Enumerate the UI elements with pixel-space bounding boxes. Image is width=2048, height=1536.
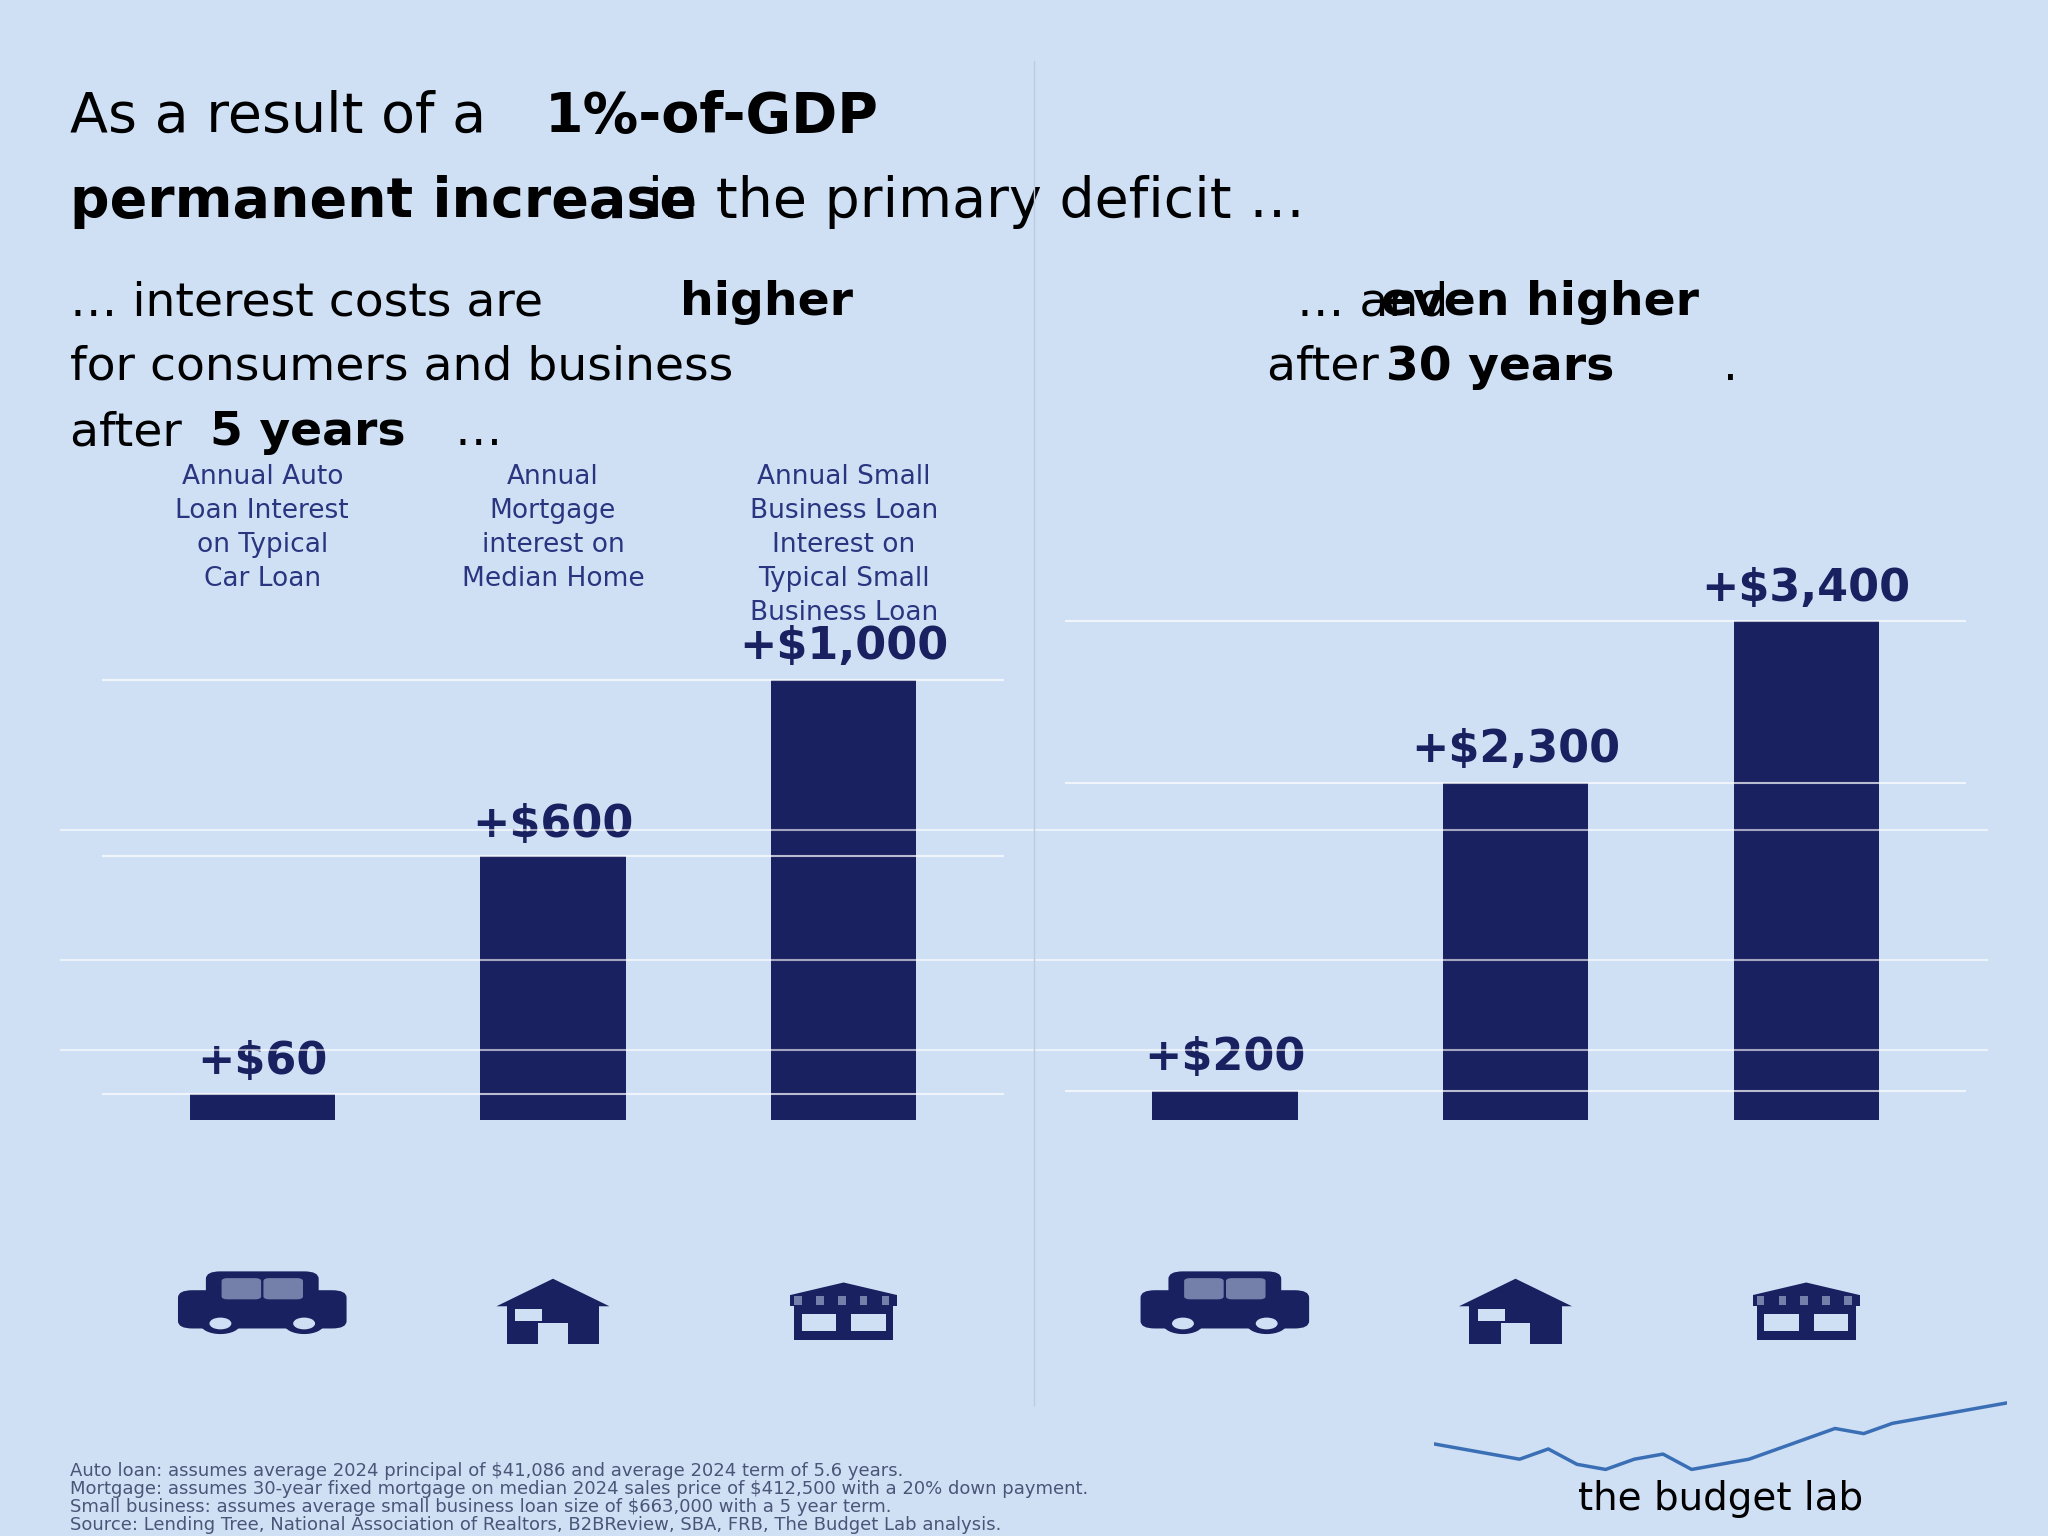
FancyBboxPatch shape	[883, 1296, 889, 1306]
FancyBboxPatch shape	[815, 1296, 823, 1306]
Bar	[1444, 783, 1587, 1120]
FancyBboxPatch shape	[264, 1278, 303, 1299]
FancyBboxPatch shape	[539, 1322, 567, 1344]
Text: .: .	[1722, 346, 1737, 390]
FancyBboxPatch shape	[1141, 1290, 1309, 1329]
FancyBboxPatch shape	[1815, 1315, 1847, 1330]
Circle shape	[211, 1318, 231, 1329]
Text: +$1,000: +$1,000	[739, 625, 948, 668]
Text: 5 years: 5 years	[211, 410, 406, 455]
Text: Annual Small
Business Loan
Interest on
Typical Small
Business Loan: Annual Small Business Loan Interest on T…	[750, 464, 938, 627]
Text: permanent increase: permanent increase	[70, 175, 696, 229]
Circle shape	[285, 1313, 324, 1333]
Circle shape	[201, 1313, 240, 1333]
FancyBboxPatch shape	[178, 1290, 346, 1329]
FancyBboxPatch shape	[1227, 1278, 1266, 1299]
Bar	[1733, 622, 1878, 1120]
Text: higher: higher	[680, 280, 854, 326]
Text: +$2,300: +$2,300	[1411, 728, 1620, 771]
Circle shape	[1247, 1313, 1286, 1333]
Text: Small business: assumes average small business loan size of $663,000 with a 5 ye: Small business: assumes average small bu…	[70, 1498, 891, 1516]
Circle shape	[295, 1318, 313, 1329]
Text: Source: Lending Tree, National Association of Realtors, B2BReview, SBA, FRB, The: Source: Lending Tree, National Associati…	[70, 1516, 1001, 1534]
Circle shape	[1174, 1318, 1194, 1329]
FancyBboxPatch shape	[1470, 1306, 1561, 1344]
Polygon shape	[791, 1283, 897, 1295]
Text: +$3,400: +$3,400	[1702, 567, 1911, 610]
Text: even higher: even higher	[1380, 280, 1700, 326]
FancyBboxPatch shape	[516, 1310, 543, 1321]
Text: after: after	[1266, 346, 1393, 390]
Text: +$60: +$60	[197, 1040, 328, 1083]
FancyBboxPatch shape	[1778, 1296, 1786, 1306]
FancyBboxPatch shape	[852, 1315, 885, 1330]
FancyBboxPatch shape	[1479, 1310, 1505, 1321]
FancyBboxPatch shape	[1501, 1322, 1530, 1344]
FancyBboxPatch shape	[1184, 1278, 1223, 1299]
Text: Auto loan: assumes average 2024 principal of $41,086 and average 2024 term of 5.: Auto loan: assumes average 2024 principa…	[70, 1462, 903, 1481]
Text: +$200: +$200	[1145, 1035, 1305, 1078]
Polygon shape	[1753, 1283, 1860, 1295]
Text: in the primary deficit …: in the primary deficit …	[631, 175, 1305, 229]
Text: +$600: +$600	[473, 803, 633, 846]
FancyBboxPatch shape	[508, 1306, 598, 1344]
FancyBboxPatch shape	[207, 1272, 319, 1306]
Text: Mortgage: assumes 30-year fixed mortgage on median 2024 sales price of $412,500 : Mortgage: assumes 30-year fixed mortgage…	[70, 1481, 1087, 1498]
Text: 30 years: 30 years	[1386, 346, 1614, 390]
Text: … interest costs are: … interest costs are	[70, 280, 557, 326]
Text: Annual Auto
Loan Interest
on Typical
Car Loan: Annual Auto Loan Interest on Typical Car…	[176, 464, 348, 593]
FancyBboxPatch shape	[795, 1304, 893, 1341]
Text: …: …	[440, 410, 502, 455]
Text: after: after	[70, 410, 197, 455]
FancyBboxPatch shape	[1757, 1304, 1855, 1341]
FancyBboxPatch shape	[860, 1296, 868, 1306]
FancyBboxPatch shape	[1845, 1296, 1851, 1306]
Polygon shape	[1458, 1279, 1573, 1306]
FancyBboxPatch shape	[1823, 1296, 1831, 1306]
FancyBboxPatch shape	[1169, 1272, 1282, 1306]
Circle shape	[1257, 1318, 1276, 1329]
Text: 1%-of-GDP: 1%-of-GDP	[545, 91, 879, 144]
FancyBboxPatch shape	[791, 1295, 897, 1306]
FancyBboxPatch shape	[1763, 1315, 1798, 1330]
Text: Annual
Mortgage
interest on
Median Home: Annual Mortgage interest on Median Home	[461, 464, 645, 593]
Text: for consumers and business: for consumers and business	[70, 346, 733, 390]
Polygon shape	[496, 1279, 610, 1306]
FancyBboxPatch shape	[1757, 1296, 1763, 1306]
FancyBboxPatch shape	[801, 1315, 836, 1330]
FancyBboxPatch shape	[795, 1296, 801, 1306]
Circle shape	[1163, 1313, 1202, 1333]
Bar	[770, 680, 915, 1120]
Bar	[481, 856, 625, 1120]
FancyBboxPatch shape	[1753, 1295, 1860, 1306]
Text: … and: … and	[1296, 280, 1462, 326]
Text: the budget lab: the budget lab	[1577, 1479, 1864, 1518]
FancyBboxPatch shape	[1800, 1296, 1808, 1306]
FancyBboxPatch shape	[221, 1278, 260, 1299]
Bar	[1153, 1091, 1298, 1120]
FancyBboxPatch shape	[838, 1296, 846, 1306]
Bar	[190, 1094, 336, 1120]
Text: As a result of a: As a result of a	[70, 91, 504, 144]
